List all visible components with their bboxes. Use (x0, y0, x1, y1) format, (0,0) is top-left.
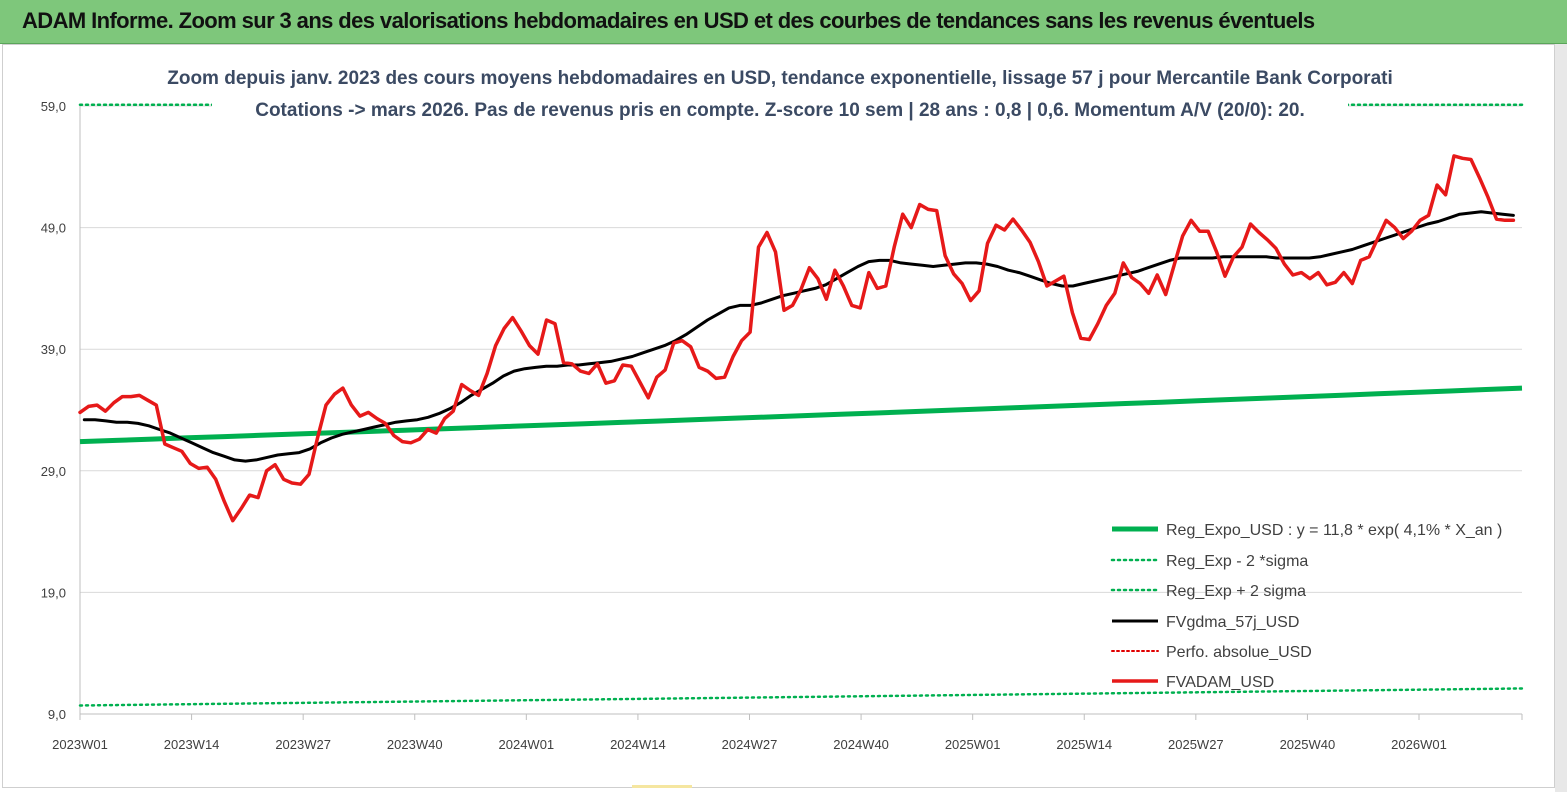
series-reg-expo-usd (79, 385, 1523, 445)
series-fvgdma-57j-usd (82, 210, 1515, 463)
legend-label: Reg_Exp + 2 sigma (1166, 583, 1306, 600)
bottom-highlight (632, 785, 692, 788)
x-tick-label: 2023W27 (275, 737, 331, 752)
y-tick-label: 59,0 (41, 99, 66, 114)
chart-frame (2, 44, 1555, 788)
legend-label: Reg_Expo_USD : y = 11,8 * exp( 4,1% * X_… (1166, 522, 1502, 539)
x-tick-label: 2025W01 (945, 737, 1001, 752)
series-fvadam-usd (78, 154, 1516, 523)
series-reg-exp-minus-2-sigma (78, 687, 1524, 707)
y-tick-label: 9,0 (48, 707, 66, 722)
right-scroll-shade (1555, 44, 1567, 792)
subtitle-box (212, 62, 1348, 126)
y-tick-label: 39,0 (41, 342, 66, 357)
chart-ticks: 59,0 49,0 39,0 29,0 19,0 9,0 2023W01 2023W14 202… (41, 99, 1447, 752)
x-tick-label: 2024W40 (833, 737, 889, 752)
x-tick-label: 2026W01 (1391, 737, 1447, 752)
chart-grid (79, 105, 1523, 720)
y-tick-label: 19,0 (41, 585, 66, 600)
chart-lines (78, 103, 1524, 707)
legend-label: Reg_Exp - 2 *sigma (1166, 553, 1308, 570)
x-tick-label: 2025W27 (1168, 737, 1224, 752)
x-tick-label: 2023W14 (164, 737, 220, 752)
x-tick-label: 2025W40 (1280, 737, 1336, 752)
x-tick-label: 2024W14 (610, 737, 666, 752)
chart-subtitle-line2: Cotations -> mars 2026. Pas de revenus p… (255, 100, 1305, 121)
header-bar: ADAM Informe. Zoom sur 3 ans des valoris… (0, 0, 1567, 44)
legend-label: Perfo. absolue_USD (1166, 644, 1312, 661)
chart-subtitle-line1: Zoom depuis janv. 2023 des cours moyens … (167, 68, 1393, 89)
x-tick-label: 2024W01 (499, 737, 555, 752)
page-title: ADAM Informe. Zoom sur 3 ans des valoris… (22, 8, 1315, 33)
x-tick-label: 2023W01 (52, 737, 108, 752)
legend-label: FVgdma_57j_USD (1166, 614, 1299, 631)
x-tick-label: 2025W14 (1056, 737, 1112, 752)
y-tick-label: 49,0 (41, 221, 66, 236)
x-tick-label: 2024W27 (722, 737, 778, 752)
y-tick-label: 29,0 (41, 464, 66, 479)
x-tick-label: 2023W40 (387, 737, 443, 752)
legend-label: FVADAM_USD (1166, 674, 1274, 691)
chart-legend: Reg_Expo_USD : y = 11,8 * exp( 4,1% * X_… (1110, 522, 1502, 691)
